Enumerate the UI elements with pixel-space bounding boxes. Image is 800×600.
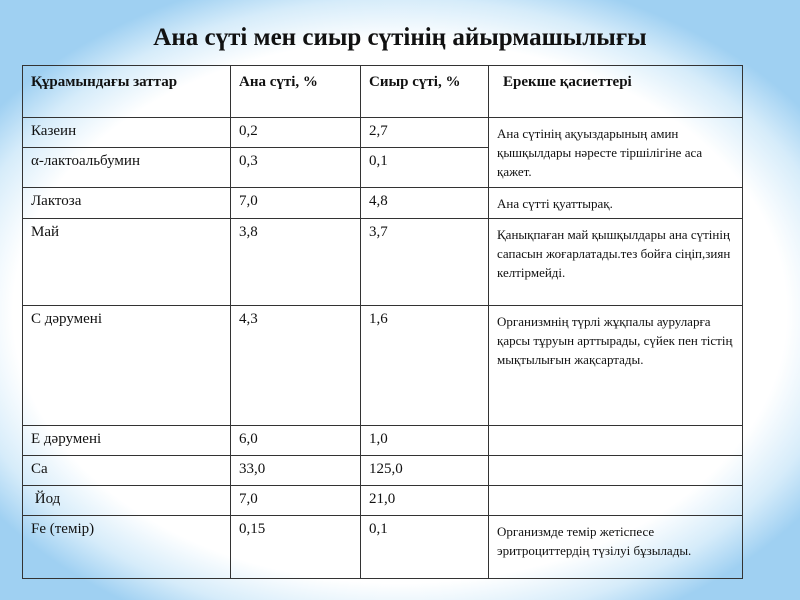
cell-mother: 0,3 — [230, 147, 361, 188]
cell-cow: 21,0 — [360, 485, 489, 516]
cell-desc — [488, 425, 743, 456]
cell-name: Йод — [22, 485, 231, 516]
cell-desc — [488, 455, 743, 486]
header-properties: Ерекше қасиеттері — [488, 65, 743, 118]
cell-name: Казеин — [22, 117, 231, 148]
cell-mother: 33,0 — [230, 455, 361, 486]
cell-desc: Организмде темір жетіспесе эритроциттерд… — [488, 515, 743, 579]
table-row: Fe (темір) 0,15 0,1 Организмде темір жет… — [22, 515, 743, 579]
cell-name: Май — [22, 218, 231, 306]
table-row: Са 33,0 125,0 — [22, 455, 743, 486]
cell-mother: 6,0 — [230, 425, 361, 456]
cell-cow: 1,0 — [360, 425, 489, 456]
table-row: Лактоза 7,0 4,8 Ана сүтті қуаттырақ. — [22, 187, 743, 219]
table-header-row: Құрамындағы заттар Ана сүті, % Сиыр сүті… — [22, 65, 743, 118]
cell-cow: 125,0 — [360, 455, 489, 486]
slide-title: Ана сүті мен сиыр сүтінің айырмашылығы — [153, 24, 647, 51]
cell-desc — [488, 485, 743, 516]
header-substances: Құрамындағы заттар — [22, 65, 231, 118]
table-row: Е дәрумені 6,0 1,0 — [22, 425, 743, 456]
table-row: Май 3,8 3,7 Қанықпаған май қышқылдары ан… — [22, 218, 743, 306]
cell-cow: 0,1 — [360, 515, 489, 579]
header-cow-milk: Сиыр сүті, % — [360, 65, 489, 118]
cell-desc: Қанықпаған май қышқылдары ана сүтінің са… — [488, 218, 743, 306]
table-row: Йод 7,0 21,0 — [22, 485, 743, 516]
cell-mother: 4,3 — [230, 305, 361, 426]
cell-desc: Организмнің түрлі жұқпалы ауруларға қарс… — [488, 305, 743, 426]
cell-name: Лактоза — [22, 187, 231, 219]
table-row: С дәрумені 4,3 1,6 Организмнің түрлі жұқ… — [22, 305, 743, 426]
cell-cow: 3,7 — [360, 218, 489, 306]
cell-mother: 0,2 — [230, 117, 361, 148]
cell-mother: 7,0 — [230, 187, 361, 219]
cell-name: С дәрумені — [22, 305, 231, 426]
cell-mother: 7,0 — [230, 485, 361, 516]
cell-name: α-лактоальбумин — [22, 147, 231, 188]
table-row: Казеин 0,2 2,7 Ана сүтінің ақуыздарының … — [22, 117, 743, 188]
comparison-table: Құрамындағы заттар Ана сүті, % Сиыр сүті… — [22, 65, 743, 579]
cell-desc: Ана сүтті қуаттырақ. — [488, 187, 743, 219]
table-row: α-лактоальбумин 0,3 0,1 — [22, 147, 743, 188]
header-mother-milk: Ана сүті, % — [230, 65, 361, 118]
cell-mother: 0,15 — [230, 515, 361, 579]
cell-cow: 0,1 — [360, 147, 489, 188]
cell-name: Са — [22, 455, 231, 486]
cell-cow: 4,8 — [360, 187, 489, 219]
cell-mother: 3,8 — [230, 218, 361, 306]
cell-cow: 1,6 — [360, 305, 489, 426]
cell-name: Fe (темір) — [22, 515, 231, 579]
cell-name: Е дәрумені — [22, 425, 231, 456]
cell-cow: 2,7 — [360, 117, 489, 148]
cell-desc: Ана сүтінің ақуыздарының амин қышқылдары… — [488, 117, 743, 188]
